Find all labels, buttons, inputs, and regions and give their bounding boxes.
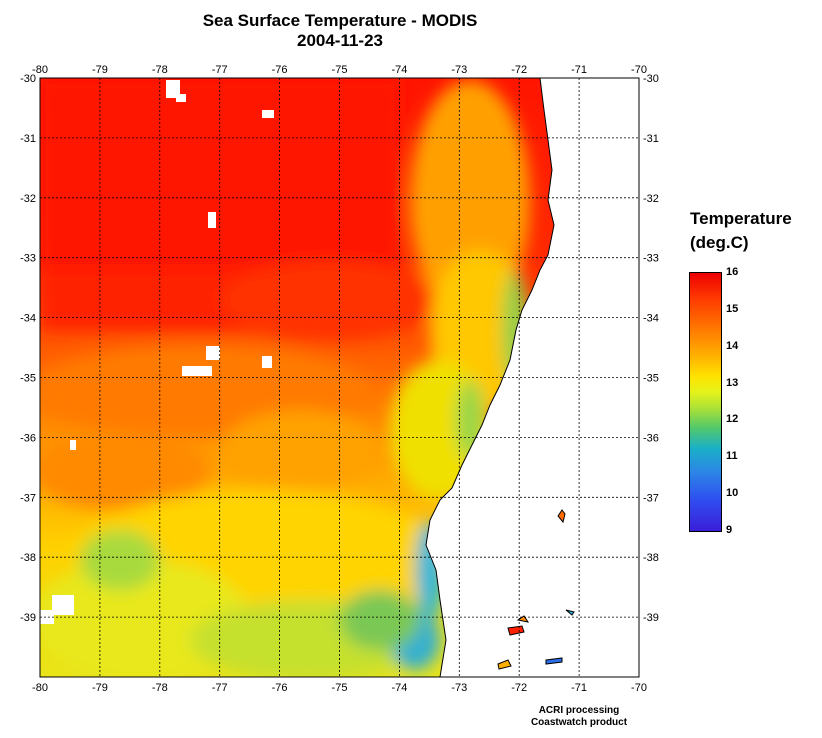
lat-tick-label-right: -39 — [643, 612, 659, 624]
island — [557, 509, 566, 524]
cloud-gaps — [40, 80, 274, 624]
lat-tick-label-right: -37 — [643, 492, 659, 504]
lon-tick-label-bottom: -75 — [332, 682, 348, 694]
lat-tick-label-left: -38 — [20, 552, 36, 564]
lon-tick-label-bottom: -74 — [391, 682, 407, 694]
lat-tick-label-left: -32 — [20, 193, 36, 205]
lat-tick-label-left: -30 — [20, 73, 36, 85]
credit-product: Coastwatch product — [530, 717, 628, 728]
color-scale-label: 9 — [726, 524, 733, 536]
lon-tick-label-top: -71 — [571, 64, 587, 76]
tick-labels: -80 -80 -79 -79 -78 -78 -77 -77 -76 -76 -75 -75 -74 -… — [20, 64, 659, 694]
lon-tick-label-top: -79 — [92, 64, 108, 76]
lon-tick-label-top: -73 — [451, 64, 467, 76]
lon-tick-label-top: -78 — [152, 64, 168, 76]
lon-tick-label-top: -80 — [32, 64, 48, 76]
island — [497, 659, 512, 670]
lat-tick-label-right: -32 — [643, 193, 659, 205]
color-scale-label: 11 — [726, 450, 738, 463]
credit-processing: ACRI processing — [538, 705, 620, 716]
lat-tick-label-right: -38 — [643, 552, 659, 564]
lon-tick-label-top: -77 — [212, 64, 228, 76]
color-scale-label: 16 — [726, 266, 739, 278]
lat-tick-label-left: -39 — [20, 612, 36, 624]
color-scale-bar — [689, 272, 722, 532]
color-scale-label: 15 — [726, 302, 739, 315]
lat-tick-label-right: -31 — [643, 133, 659, 145]
legend-units: (deg.C) — [690, 233, 749, 252]
lon-tick-label-bottom: -77 — [212, 682, 228, 694]
lon-tick-label-bottom: -71 — [571, 682, 587, 694]
color-scale-label: 12 — [726, 413, 739, 426]
color-scale-label: 13 — [726, 376, 739, 389]
lon-tick-label-bottom: -73 — [451, 682, 467, 694]
legend-title: Temperature — [690, 209, 792, 228]
map-date: 2004-11-23 — [296, 31, 384, 50]
color-scale-label: 10 — [726, 487, 739, 500]
lat-tick-label-right: -35 — [643, 373, 659, 385]
lat-tick-label-right: -36 — [643, 432, 659, 444]
lat-tick-label-left: -31 — [20, 133, 36, 145]
lat-tick-label-left: -37 — [20, 492, 36, 504]
island — [565, 609, 575, 616]
color-scale-label: 14 — [726, 339, 739, 352]
lat-tick-label-left: -34 — [20, 313, 36, 325]
island — [507, 625, 525, 636]
lon-tick-label-bottom: -70 — [631, 682, 647, 694]
lon-tick-label-bottom: -76 — [272, 682, 288, 694]
lat-tick-label-left: -33 — [20, 253, 36, 265]
lon-tick-label-top: -75 — [332, 64, 348, 76]
map-title: Sea Surface Temperature - MODIS — [202, 11, 478, 30]
lat-tick-label-right: -34 — [643, 313, 659, 325]
lat-tick-label-right: -30 — [643, 73, 659, 85]
lon-tick-label-top: -76 — [272, 64, 288, 76]
lon-tick-label-bottom: -79 — [92, 682, 108, 694]
sst-field — [40, 78, 639, 677]
lon-tick-label-bottom: -72 — [511, 682, 527, 694]
lat-tick-label-left: -36 — [20, 432, 36, 444]
lat-tick-label-right: -33 — [643, 253, 659, 265]
island — [516, 615, 530, 623]
lat-tick-label-left: -35 — [20, 373, 36, 385]
lon-tick-label-bottom: -78 — [152, 682, 168, 694]
lon-tick-label-bottom: -80 — [32, 682, 48, 694]
island — [545, 657, 563, 665]
lon-tick-label-top: -70 — [631, 64, 647, 76]
map-frame — [39, 77, 640, 678]
lon-tick-label-top: -72 — [511, 64, 527, 76]
lon-tick-label-top: -74 — [391, 64, 407, 76]
